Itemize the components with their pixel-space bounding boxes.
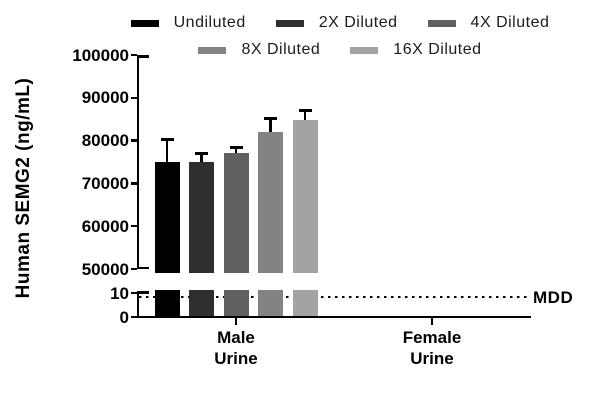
legend-item-16x: 16X Diluted	[350, 41, 481, 59]
bar-stub-2x-diluted-male-urine	[189, 290, 214, 316]
y-axis-bottom-segment	[136, 291, 140, 317]
y-axis-top-segment	[136, 55, 140, 269]
legend-row-1: Undiluted 2X Diluted 4X Diluted	[130, 14, 550, 32]
legend-label-8x: 8X Diluted	[241, 41, 321, 58]
bar-stub-undiluted-male-urine	[154, 290, 180, 316]
bar-stub-4x-diluted-male-urine	[223, 290, 249, 316]
y-tick-100000	[130, 53, 137, 57]
legend-label-16x: 16X Diluted	[393, 41, 482, 58]
legend-swatch-2x	[275, 19, 304, 27]
error-bar-cap-undiluted-male-urine	[160, 138, 174, 141]
y-tick-label-60000: 60000	[81, 216, 129, 236]
y-tick-90000	[130, 96, 137, 99]
legend-swatch-16x	[350, 46, 379, 54]
x-tick-male-urine	[234, 318, 238, 325]
legend-swatch-8x	[198, 46, 227, 54]
y-axis-title: Human SEMG2 (ng/mL)	[13, 77, 34, 299]
y-tick-60000	[130, 225, 137, 228]
mdd-label: MDD	[533, 288, 574, 307]
legend-row-2: 8X Diluted 16X Diluted	[198, 41, 481, 59]
y-tick-10	[130, 291, 137, 295]
error-bar-cap-16x-diluted-male-urine	[298, 108, 312, 112]
y-tick-label-50000: 50000	[81, 259, 129, 279]
y-tick-label-90000: 90000	[81, 88, 129, 108]
bar-2x-diluted-male-urine	[189, 162, 214, 273]
error-bar-cap-8x-diluted-male-urine	[264, 117, 277, 121]
legend-label-undiluted: Undiluted	[173, 14, 246, 31]
mdd-threshold-line	[139, 295, 531, 299]
legend-item-8x: 8X Diluted	[198, 41, 320, 59]
x-axis-line	[136, 315, 531, 319]
y-tick-label-70000: 70000	[81, 173, 129, 193]
bar-stub-8x-diluted-male-urine	[258, 290, 283, 316]
legend-item-undiluted: Undiluted	[130, 14, 246, 32]
y-tick-label-100000: 100000	[72, 45, 129, 65]
legend-swatch-undiluted	[130, 19, 159, 27]
error-bar-stem-undiluted-male-urine	[165, 139, 169, 162]
y-axis-break-lower-cap	[136, 291, 149, 294]
legend-label-4x: 4X Diluted	[470, 14, 550, 31]
bar-8x-diluted-male-urine	[258, 132, 283, 273]
legend-item-2x: 2X Diluted	[275, 14, 398, 32]
y-tick-label-10: 10	[110, 283, 129, 303]
y-tick-70000	[130, 182, 137, 185]
bar-16x-diluted-male-urine	[292, 119, 318, 273]
error-bar-cap-4x-diluted-male-urine	[229, 146, 243, 149]
x-tick-female-urine	[430, 318, 434, 325]
error-bar-stem-8x-diluted-male-urine	[269, 118, 272, 133]
bar-stub-16x-diluted-male-urine	[292, 290, 318, 316]
y-axis-break-upper-cap	[136, 266, 149, 270]
y-tick-label-80000: 80000	[81, 131, 129, 151]
y-axis-top-cap	[136, 55, 149, 58]
y-tick-50000	[130, 267, 137, 271]
legend: Undiluted 2X Diluted 4X Diluted 8X Dilut…	[80, 14, 600, 59]
legend-swatch-4x	[427, 19, 456, 27]
x-category-label-female-urine: Female Urine	[402, 328, 462, 368]
error-bar-stem-4x-diluted-male-urine	[234, 147, 238, 153]
error-bar-stem-16x-diluted-male-urine	[303, 110, 307, 120]
legend-label-2x: 2X Diluted	[318, 14, 398, 31]
bar-undiluted-male-urine	[154, 162, 180, 273]
y-tick-80000	[130, 139, 137, 142]
x-category-label-male-urine: Male Urine	[214, 328, 258, 368]
error-bar-stem-2x-diluted-male-urine	[200, 153, 203, 163]
legend-item-4x: 4X Diluted	[427, 14, 550, 32]
y-tick-label-0: 0	[119, 307, 129, 327]
bar-4x-diluted-male-urine	[223, 153, 249, 273]
y-tick-0	[130, 315, 137, 319]
error-bar-cap-2x-diluted-male-urine	[195, 152, 208, 155]
